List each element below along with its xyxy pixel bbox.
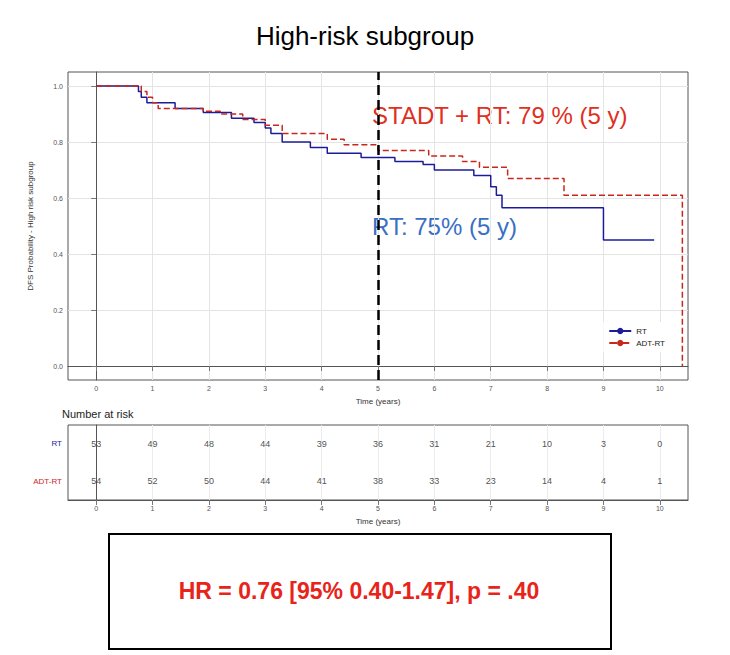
svg-text:STADT + RT: 79 % (5 y): STADT + RT: 79 % (5 y) [372, 102, 627, 129]
svg-text:54: 54 [91, 476, 101, 486]
svg-text:High-risk subgroup: High-risk subgroup [256, 21, 474, 51]
svg-text:53: 53 [91, 439, 101, 449]
svg-text:21: 21 [486, 439, 496, 449]
svg-text:50: 50 [204, 476, 214, 486]
svg-text:0.4: 0.4 [53, 251, 63, 258]
svg-text:HR = 0.76 [95% 0.40-1.47], p =: HR = 0.76 [95% 0.40-1.47], p = .40 [179, 578, 540, 604]
svg-text:Time (years): Time (years) [356, 397, 401, 406]
svg-text:Number at risk: Number at risk [62, 408, 134, 420]
svg-text:0.8: 0.8 [53, 139, 63, 146]
svg-text:4: 4 [320, 385, 324, 392]
svg-text:0.6: 0.6 [53, 195, 63, 202]
svg-text:52: 52 [148, 476, 158, 486]
svg-text:14: 14 [542, 476, 552, 486]
svg-text:5: 5 [376, 505, 380, 512]
svg-text:36: 36 [373, 439, 383, 449]
svg-text:0: 0 [94, 505, 98, 512]
svg-text:10: 10 [656, 505, 664, 512]
svg-text:RT: RT [636, 327, 647, 336]
svg-text:1: 1 [151, 385, 155, 392]
svg-text:4: 4 [601, 476, 606, 486]
svg-text:10: 10 [542, 439, 552, 449]
svg-text:1.0: 1.0 [53, 83, 63, 90]
svg-text:RT: 75% (5 y): RT: 75% (5 y) [372, 213, 517, 240]
svg-text:ADT-RT: ADT-RT [33, 477, 62, 486]
svg-text:10: 10 [656, 385, 664, 392]
svg-text:DFS Probability - High risk su: DFS Probability - High risk subgroup [26, 161, 35, 291]
svg-text:44: 44 [260, 476, 270, 486]
svg-text:8: 8 [545, 505, 549, 512]
svg-text:31: 31 [429, 439, 439, 449]
svg-text:3: 3 [263, 505, 267, 512]
svg-text:41: 41 [317, 476, 327, 486]
svg-text:0: 0 [94, 385, 98, 392]
svg-text:49: 49 [148, 439, 158, 449]
svg-text:33: 33 [429, 476, 439, 486]
svg-text:Time (years): Time (years) [356, 517, 401, 526]
svg-text:4: 4 [320, 505, 324, 512]
svg-text:38: 38 [373, 476, 383, 486]
svg-text:9: 9 [602, 505, 606, 512]
svg-text:23: 23 [486, 476, 496, 486]
svg-text:5: 5 [376, 385, 380, 392]
svg-text:2: 2 [207, 505, 211, 512]
svg-text:1: 1 [657, 476, 662, 486]
svg-text:6: 6 [432, 505, 436, 512]
svg-text:ADT-RT: ADT-RT [636, 339, 665, 348]
svg-text:7: 7 [489, 505, 493, 512]
svg-text:0.0: 0.0 [53, 363, 63, 370]
svg-text:1: 1 [151, 505, 155, 512]
svg-text:44: 44 [260, 439, 270, 449]
svg-text:RT: RT [51, 439, 62, 448]
svg-text:7: 7 [489, 385, 493, 392]
svg-text:8: 8 [545, 385, 549, 392]
svg-text:9: 9 [602, 385, 606, 392]
svg-text:3: 3 [601, 439, 606, 449]
svg-text:0.2: 0.2 [53, 307, 63, 314]
svg-text:48: 48 [204, 439, 214, 449]
svg-text:39: 39 [317, 439, 327, 449]
svg-text:2: 2 [207, 385, 211, 392]
svg-text:3: 3 [263, 385, 267, 392]
svg-text:0: 0 [657, 439, 662, 449]
svg-text:6: 6 [432, 385, 436, 392]
